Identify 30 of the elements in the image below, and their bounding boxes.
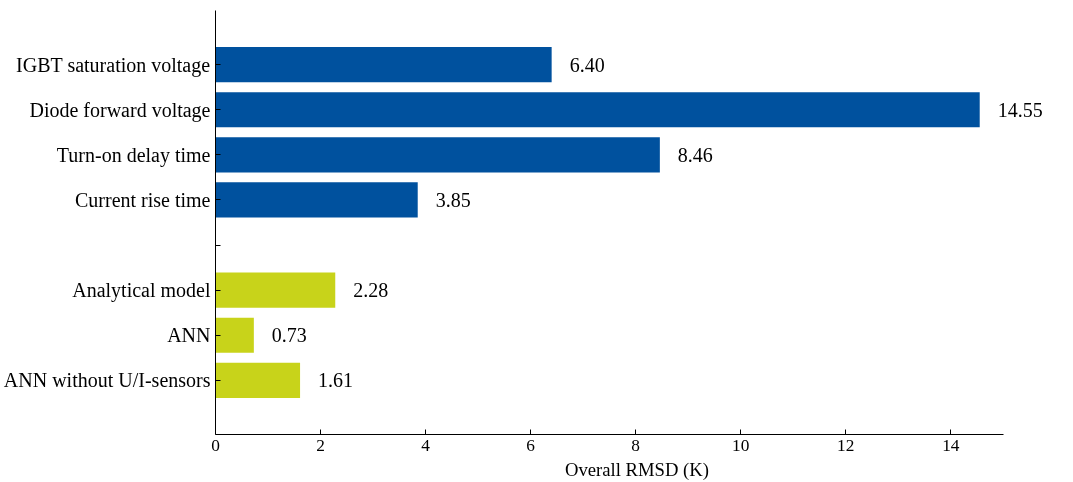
data-label: 0.73 [271, 324, 307, 347]
y-tick-label: Turn-on delay time [56, 143, 211, 167]
bar [215, 92, 980, 128]
y-tick-label: Current rise time [74, 188, 211, 211]
data-label: 3.85 [435, 188, 471, 211]
y-tick-label: Analytical model [72, 279, 211, 303]
x-tick-label: 14 [942, 435, 960, 455]
data-label: 8.46 [677, 143, 713, 166]
data-label: 14.55 [997, 98, 1043, 121]
x-tick-label: 4 [421, 435, 431, 455]
bar [215, 137, 660, 173]
x-tick-label: 0 [211, 435, 220, 455]
x-axis-title: Overall RMSD (K) [564, 458, 710, 481]
y-tick-label: Diode forward voltage [29, 98, 211, 122]
data-label: 2.28 [353, 279, 389, 302]
bar [215, 47, 552, 83]
y-tick-label: ANN without U/I-sensors [3, 369, 211, 392]
data-label: 1.61 [318, 369, 354, 392]
y-tick-label: IGBT saturation voltage [16, 53, 211, 77]
x-tick-label: 6 [526, 435, 536, 455]
bar [215, 182, 418, 218]
bar [215, 317, 254, 353]
bar [215, 362, 301, 398]
data-label: 6.40 [569, 53, 605, 76]
x-tick-label: 10 [732, 435, 750, 455]
bar [215, 272, 336, 308]
x-tick-label: 2 [316, 435, 325, 455]
y-tick-label: ANN [167, 324, 211, 347]
x-tick-label: 8 [631, 435, 641, 455]
x-tick-label: 12 [837, 435, 855, 455]
